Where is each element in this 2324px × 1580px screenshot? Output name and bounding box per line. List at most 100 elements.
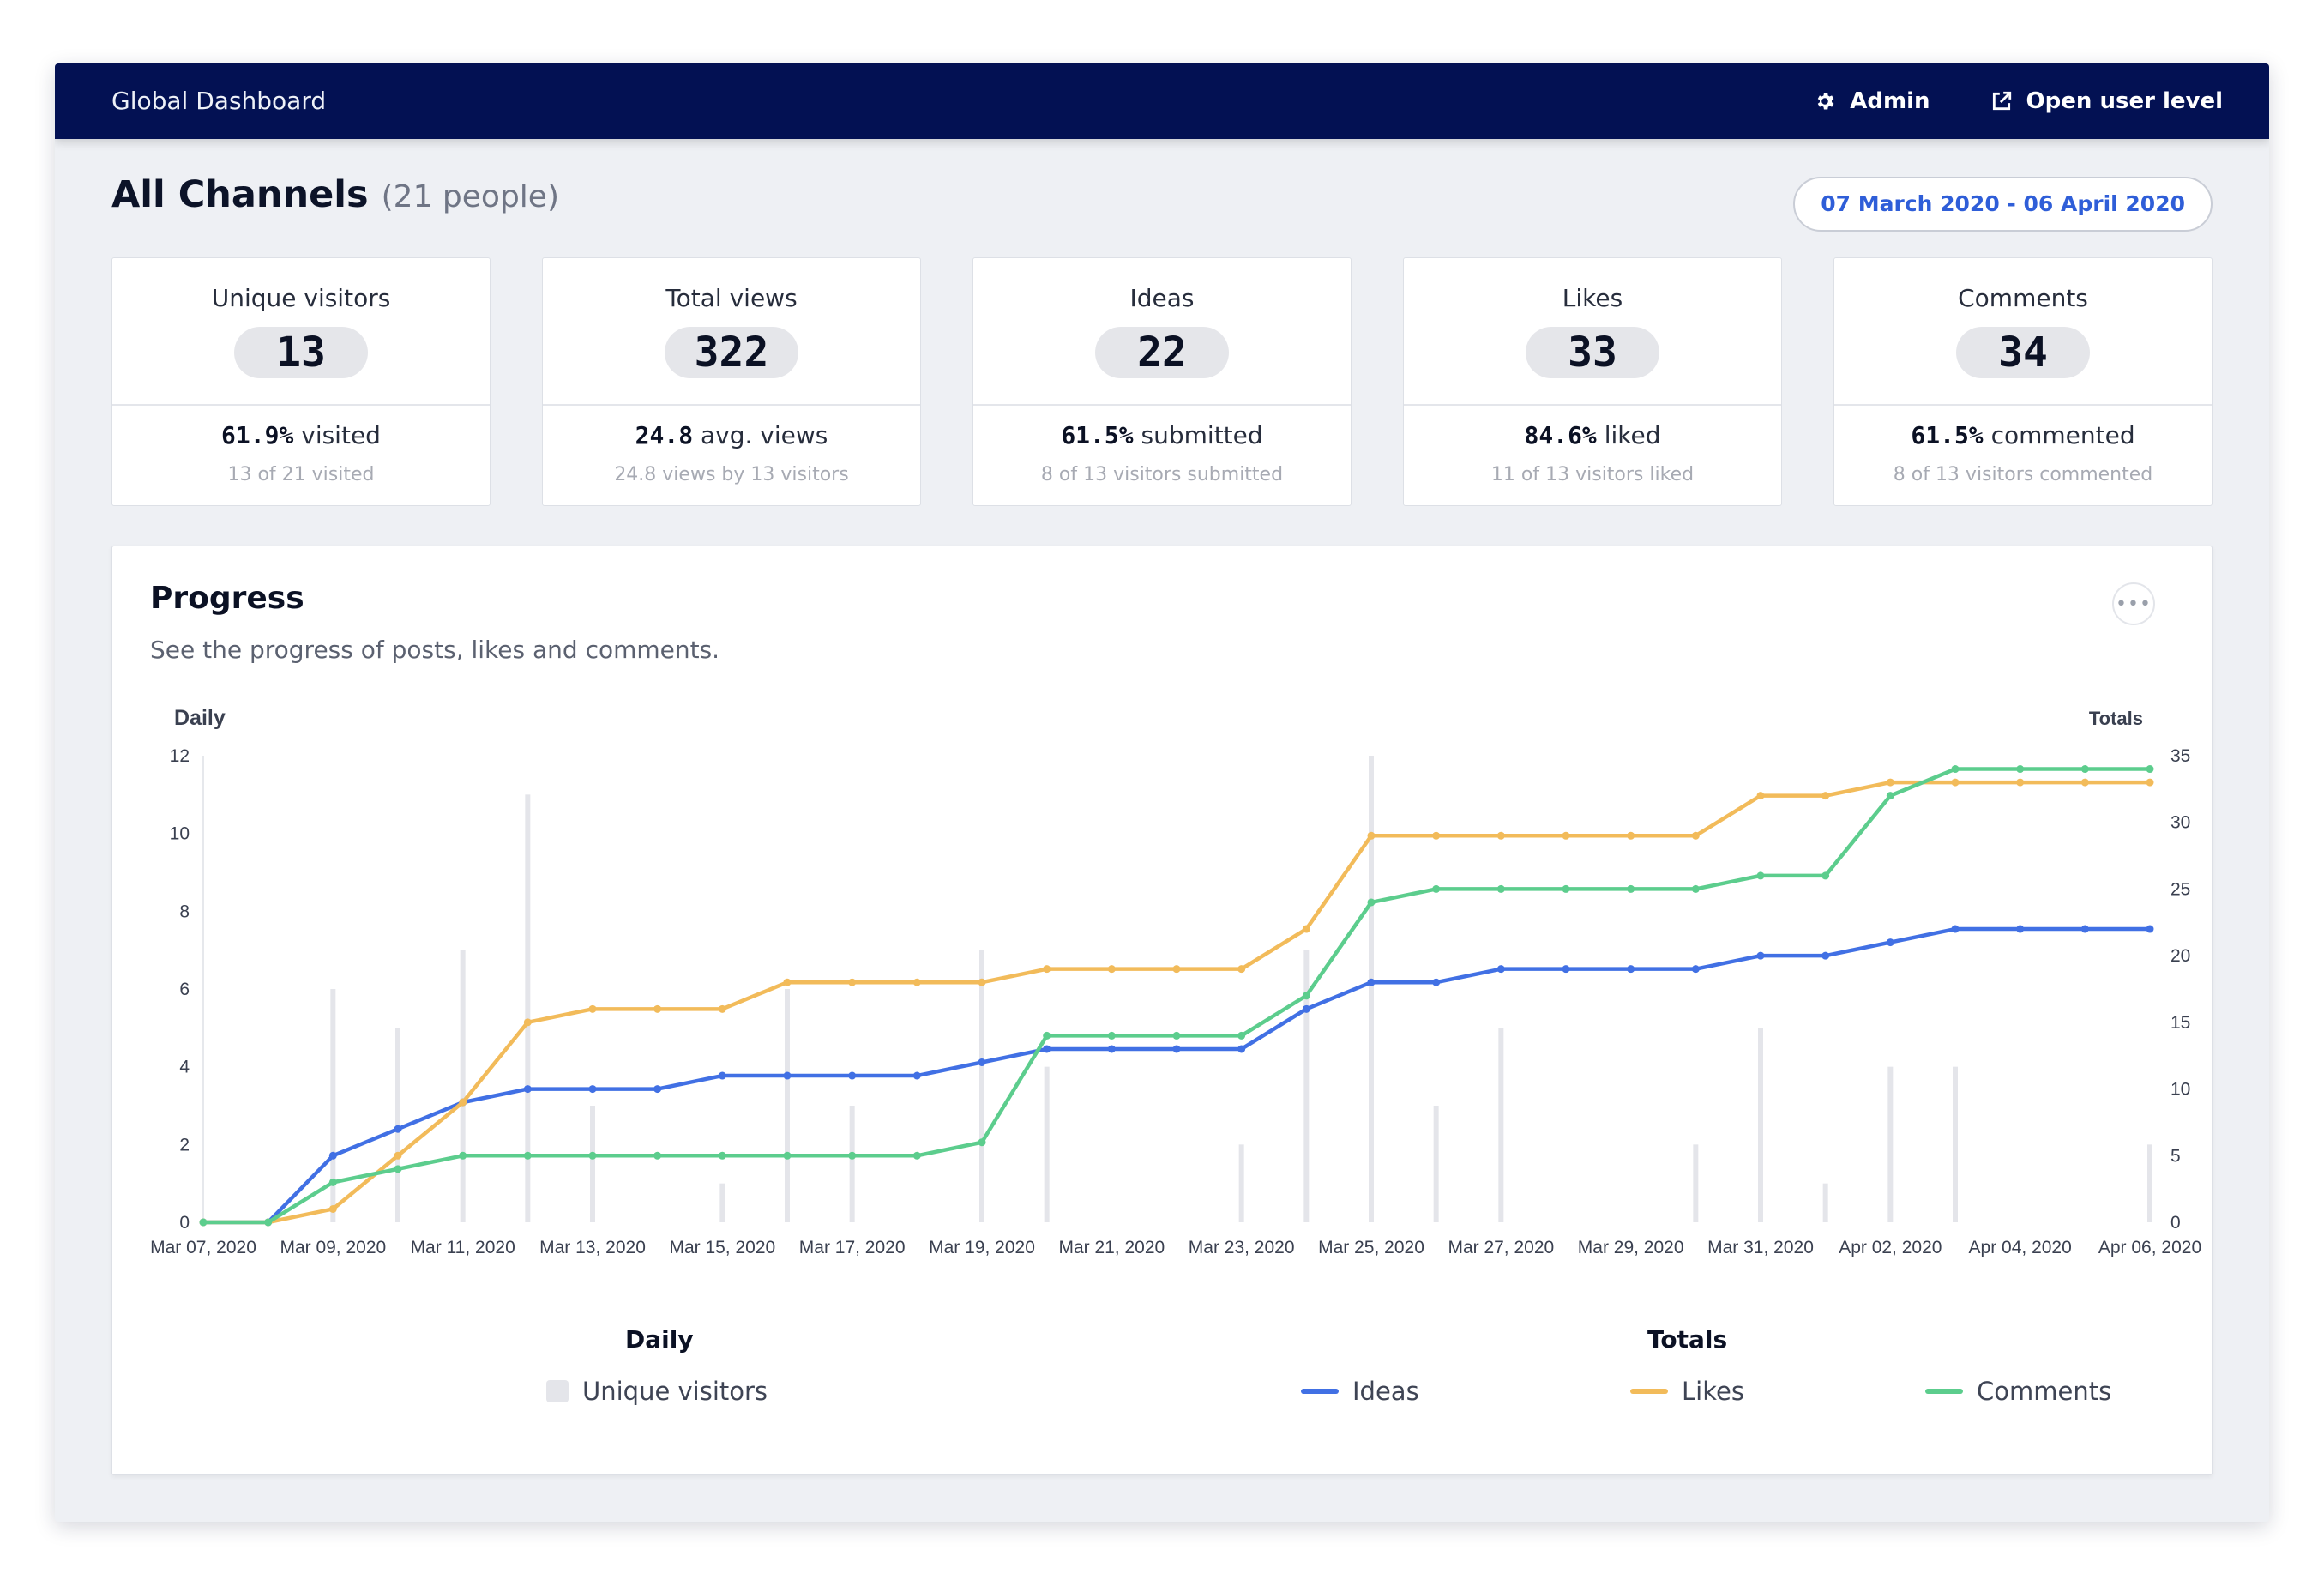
likes-point: [1302, 925, 1310, 933]
likes-point: [653, 1004, 662, 1013]
visitor-bar: [719, 1183, 725, 1222]
x-tick-label: Mar 11, 2020: [411, 1238, 515, 1257]
ideas-point: [848, 1071, 857, 1080]
comments-point: [1237, 1031, 1246, 1040]
more-icon: •••: [2116, 593, 2152, 615]
likes-point: [1562, 831, 1570, 840]
ideas-point: [783, 1071, 792, 1080]
legend-label: Comments: [1977, 1377, 2112, 1406]
stat-detail: 24.8 views by 13 visitors: [614, 464, 849, 485]
comments-point: [1496, 884, 1505, 893]
likes-point: [523, 1018, 532, 1027]
stat-summary: 84.6% liked: [1404, 421, 1781, 449]
visitor-bar: [1044, 1066, 1050, 1222]
legend-label: Likes: [1682, 1377, 1744, 1406]
ideas-point: [2080, 925, 2089, 933]
visitor-bar: [979, 950, 984, 1222]
legend-unique-visitors[interactable]: Unique visitors: [546, 1377, 768, 1406]
visitor-bar: [1887, 1066, 1894, 1222]
app-title: Global Dashboard: [111, 87, 327, 115]
likes-point: [1821, 792, 1830, 800]
comments-point: [978, 1138, 986, 1147]
stat-percent: 61.9%: [221, 421, 294, 449]
likes-point: [1951, 778, 1960, 787]
likes-swatch: [1630, 1389, 1668, 1394]
legend-comments[interactable]: Comments: [1925, 1377, 2111, 1406]
stat-detail: 11 of 13 visitors liked: [1490, 464, 1695, 485]
comments-point: [848, 1151, 857, 1160]
comments-point: [394, 1165, 402, 1173]
y-right-tick-label: 10: [2170, 1080, 2190, 1100]
date-range-picker[interactable]: 07 March 2020 - 06 April 2020: [1793, 177, 2213, 232]
stat-card-comments: Comments 34 61.5% commented 8 of 13 visi…: [1833, 257, 2213, 506]
x-tick-label: Mar 29, 2020: [1578, 1238, 1684, 1257]
likes-point: [2146, 778, 2154, 787]
stat-summary: 24.8 avg. views: [543, 421, 920, 449]
visitor-bar: [1238, 1144, 1244, 1222]
ideas-point: [1043, 1045, 1051, 1053]
y-left-tick-label: 4: [179, 1058, 190, 1077]
stat-value: 22: [1095, 327, 1229, 378]
more-options-button[interactable]: •••: [2112, 582, 2155, 625]
stat-detail: 13 of 21 visited: [227, 464, 375, 485]
ideas-point: [328, 1151, 337, 1160]
comments-point: [1107, 1031, 1116, 1040]
stat-label: Likes: [1562, 284, 1623, 312]
x-tick-label: Mar 09, 2020: [280, 1238, 386, 1257]
legend-label: Ideas: [1352, 1377, 1419, 1406]
x-tick-label: Apr 02, 2020: [1839, 1238, 1942, 1257]
likes-point: [459, 1098, 467, 1107]
y-left-tick-label: 2: [179, 1135, 190, 1155]
comments-point: [588, 1151, 597, 1160]
likes-point: [848, 978, 857, 986]
comments-point: [1627, 884, 1635, 893]
progress-subtitle: See the progress of posts, likes and com…: [150, 636, 720, 664]
comments-point: [199, 1218, 208, 1227]
likes-point: [1432, 831, 1441, 840]
likes-point: [978, 978, 986, 986]
likes-point: [1496, 831, 1505, 840]
ideas-point: [1302, 1004, 1310, 1013]
x-tick-label: Mar 25, 2020: [1318, 1238, 1424, 1257]
legend-ideas[interactable]: Ideas: [1301, 1377, 1419, 1406]
external-link-icon: [1990, 90, 2013, 112]
comments-point: [1886, 792, 1894, 800]
ideas-point: [394, 1125, 402, 1133]
comments-point: [264, 1218, 273, 1227]
progress-title: Progress: [150, 581, 304, 616]
x-tick-label: Mar 07, 2020: [150, 1238, 256, 1257]
comments-point: [1691, 884, 1700, 893]
legend-likes[interactable]: Likes: [1630, 1377, 1744, 1406]
comments-line: [201, 767, 2152, 1225]
x-tick-label: Apr 06, 2020: [2098, 1238, 2201, 1257]
dashboard-window: Global Dashboard Admin Open user level A…: [55, 63, 2269, 1522]
ideas-point: [588, 1085, 597, 1094]
ideas-point: [1886, 938, 1894, 947]
open-user-level-link[interactable]: Open user level: [1990, 88, 2223, 114]
stat-value: 33: [1526, 327, 1659, 378]
x-tick-label: Mar 21, 2020: [1058, 1238, 1165, 1257]
stat-summary: 61.5% commented: [1834, 421, 2212, 449]
comments-point: [1172, 1031, 1181, 1040]
page-title: All Channels (21 people): [111, 173, 559, 216]
comments-swatch: [1925, 1389, 1963, 1394]
ideas-point: [1172, 1045, 1181, 1053]
x-tick-label: Mar 13, 2020: [539, 1238, 646, 1257]
likes-point: [783, 978, 792, 986]
people-count: (21 people): [381, 179, 559, 214]
ideas-point: [523, 1085, 532, 1094]
likes-point: [1691, 831, 1700, 840]
ideas-point: [912, 1071, 921, 1080]
y-right-tick-label: 30: [2170, 813, 2190, 833]
ideas-point: [2016, 925, 2025, 933]
likes-point: [1367, 831, 1376, 840]
gear-icon: [1814, 90, 1836, 112]
admin-link[interactable]: Admin: [1814, 88, 1930, 114]
stat-percent: 24.8: [635, 421, 694, 449]
visitors-swatch: [546, 1380, 569, 1402]
stat-percent: 84.6%: [1524, 421, 1597, 449]
y-right-tick-label: 20: [2170, 946, 2190, 966]
stat-percent: 61.5%: [1911, 421, 1984, 449]
y-right-tick-label: 35: [2170, 746, 2190, 766]
likes-point: [328, 1204, 337, 1213]
